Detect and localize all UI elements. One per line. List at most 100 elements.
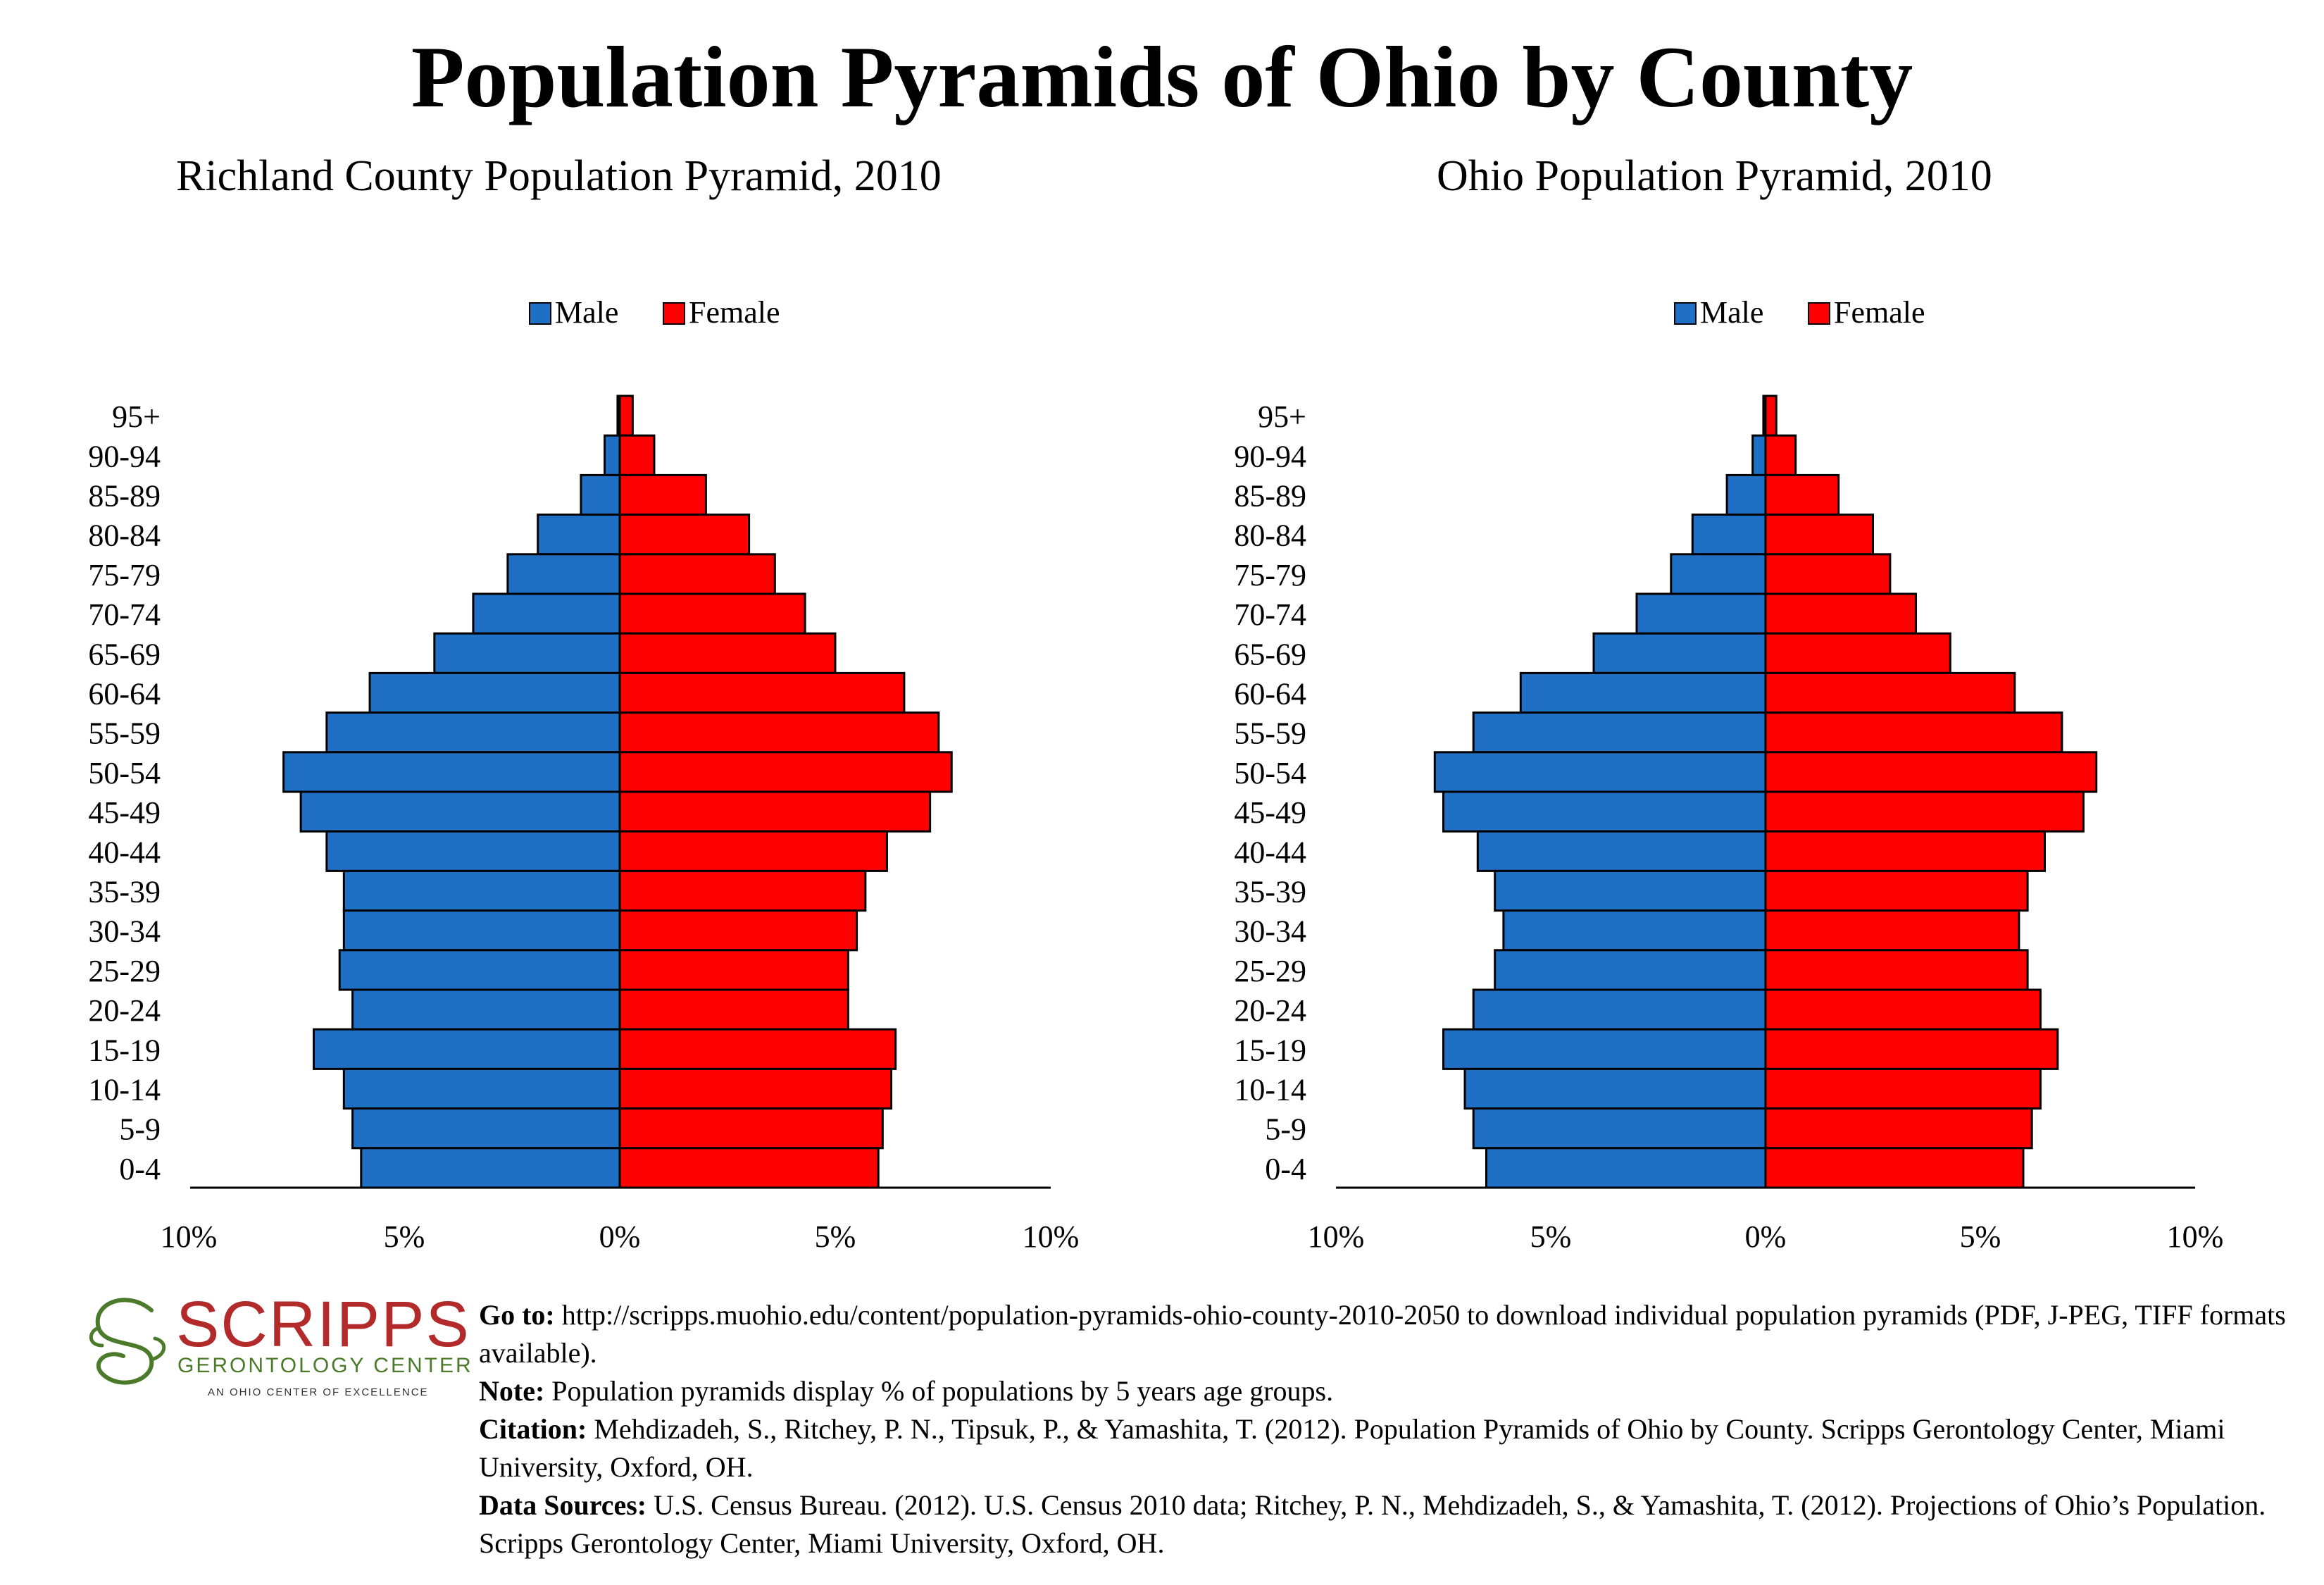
legend-label-male: Male xyxy=(555,295,618,330)
bar-female-80-84 xyxy=(618,514,751,556)
bar-female-60-64 xyxy=(618,671,906,714)
footer-citation: Citation: Mehdizadeh, S., Ritchey, P. N.… xyxy=(479,1410,2310,1486)
bar-female-35-39 xyxy=(618,869,867,912)
bar-male-15-19 xyxy=(312,1028,621,1070)
bar-female-0-4 xyxy=(618,1147,880,1189)
bar-female-10-14 xyxy=(1764,1067,2042,1110)
age-label-80-84: 80-84 xyxy=(1234,518,1306,553)
x-tick-label: 5% xyxy=(1960,1219,2001,1254)
bar-female-90-94 xyxy=(618,434,656,476)
bar-male-30-34 xyxy=(1502,909,1767,952)
x-tick-label: 10% xyxy=(2167,1219,2224,1254)
bar-male-20-24 xyxy=(1472,988,1767,1031)
bar-male-75-79 xyxy=(1670,553,1767,595)
age-label-90-94: 90-94 xyxy=(88,439,161,473)
bar-male-80-84 xyxy=(1691,514,1767,556)
bar-male-25-29 xyxy=(338,949,621,991)
x-tick-label: 10% xyxy=(1308,1219,1365,1254)
bar-female-0-4 xyxy=(1764,1147,2025,1189)
bar-female-10-14 xyxy=(618,1067,893,1110)
bar-male-70-74 xyxy=(1635,592,1767,635)
legend-label-female: Female xyxy=(1834,295,1925,330)
x-tick-label: 0% xyxy=(599,1219,641,1254)
age-label-45-49: 45-49 xyxy=(1234,795,1306,830)
bar-female-30-34 xyxy=(618,909,858,952)
age-label-50-54: 50-54 xyxy=(88,756,161,790)
age-label-30-34: 30-34 xyxy=(88,914,161,949)
citation-text: Mehdizadeh, S., Ritchey, P. N., Tipsuk, … xyxy=(479,1413,2225,1483)
age-label-40-44: 40-44 xyxy=(88,835,161,869)
age-label-55-59: 55-59 xyxy=(1234,716,1306,751)
footer-goto: Go to: http://scripps.muohio.edu/content… xyxy=(479,1296,2310,1372)
age-label-25-29: 25-29 xyxy=(88,954,161,988)
age-label-85-89: 85-89 xyxy=(88,479,161,514)
bar-male-45-49 xyxy=(1442,790,1767,833)
bar-male-50-54 xyxy=(1433,751,1767,793)
goto-label: Go to: xyxy=(479,1299,555,1331)
bar-female-30-34 xyxy=(1764,909,2020,952)
bar-male-5-9 xyxy=(1472,1107,1767,1150)
bar-female-95+ xyxy=(1764,394,1778,437)
chart-title-ohio: Ohio Population Pyramid, 2010 xyxy=(1437,152,1992,200)
bar-male-35-39 xyxy=(1494,869,1767,912)
bar-male-10-14 xyxy=(1463,1067,1767,1110)
ohio-pyramid-chart: 95+ 90-94 85-89 80-84 75-79 70-74 65-69 60-64 55… xyxy=(1234,295,2224,1254)
age-label-25-29: 25-29 xyxy=(1234,954,1306,988)
legend-swatch-male xyxy=(529,302,551,325)
age-label-15-19: 15-19 xyxy=(1234,1033,1306,1067)
bar-male-15-19 xyxy=(1442,1028,1767,1070)
age-label-60-64: 60-64 xyxy=(88,677,161,711)
bar-male-25-29 xyxy=(1494,949,1767,991)
x-tick-label: 10% xyxy=(1023,1219,1080,1254)
bar-female-70-74 xyxy=(618,592,806,635)
scripps-logo: SCRIPPS GERONTOLOGY CENTER AN OHIO CENTE… xyxy=(85,1289,471,1402)
bar-male-40-44 xyxy=(325,830,621,872)
age-label-45-49: 45-49 xyxy=(88,795,161,830)
bar-female-55-59 xyxy=(1764,711,2063,754)
age-label-0-4: 0-4 xyxy=(1265,1152,1306,1186)
bar-male-55-59 xyxy=(1472,711,1767,754)
footer-note: Note: Population pyramids display % of p… xyxy=(479,1372,2310,1410)
age-label-10-14: 10-14 xyxy=(88,1073,161,1107)
age-label-65-69: 65-69 xyxy=(1234,637,1306,671)
age-label-35-39: 35-39 xyxy=(1234,875,1306,909)
bar-female-80-84 xyxy=(1764,514,1874,556)
legend-swatch-female xyxy=(663,302,685,325)
bar-male-0-4 xyxy=(1485,1147,1767,1189)
bar-female-85-89 xyxy=(618,473,707,516)
citation-label: Citation: xyxy=(479,1413,587,1445)
bar-female-15-19 xyxy=(1764,1028,2059,1070)
age-label-55-59: 55-59 xyxy=(88,716,161,751)
goto-text: http://scripps.muohio.edu/content/popula… xyxy=(479,1299,2286,1369)
x-tick-label: 5% xyxy=(1530,1219,1572,1254)
bar-female-60-64 xyxy=(1764,671,2016,714)
bar-male-30-34 xyxy=(342,909,621,952)
age-label-30-34: 30-34 xyxy=(1234,914,1306,949)
bar-male-90-94 xyxy=(1751,434,1767,476)
bar-female-45-49 xyxy=(618,790,932,833)
bar-female-45-49 xyxy=(1764,790,2085,833)
footer-sources: Data Sources: U.S. Census Bureau. (2012)… xyxy=(479,1486,2310,1562)
bar-female-75-79 xyxy=(618,553,776,595)
age-label-75-79: 75-79 xyxy=(1234,558,1306,592)
age-label-70-74: 70-74 xyxy=(88,597,161,632)
bar-male-75-79 xyxy=(506,553,621,595)
bar-male-45-49 xyxy=(299,790,621,833)
age-label-5-9: 5-9 xyxy=(119,1112,161,1147)
bar-female-65-69 xyxy=(618,632,837,674)
age-label-60-64: 60-64 xyxy=(1234,677,1306,711)
logo-tagline: AN OHIO CENTER OF EXCELLENCE xyxy=(208,1386,429,1398)
age-label-95+: 95+ xyxy=(112,399,161,434)
age-label-75-79: 75-79 xyxy=(88,558,161,592)
legend-swatch-male xyxy=(1674,302,1697,325)
bar-male-50-54 xyxy=(282,751,621,793)
age-label-20-24: 20-24 xyxy=(88,993,161,1028)
footer-notes: Go to: http://scripps.muohio.edu/content… xyxy=(479,1296,2310,1562)
bar-female-85-89 xyxy=(1764,473,1840,516)
x-tick-label: 5% xyxy=(815,1219,856,1254)
bar-male-85-89 xyxy=(1725,473,1767,516)
age-label-70-74: 70-74 xyxy=(1234,597,1306,632)
bar-female-50-54 xyxy=(1764,751,2098,793)
note-label: Note: xyxy=(479,1375,545,1407)
age-label-95+: 95+ xyxy=(1258,399,1306,434)
